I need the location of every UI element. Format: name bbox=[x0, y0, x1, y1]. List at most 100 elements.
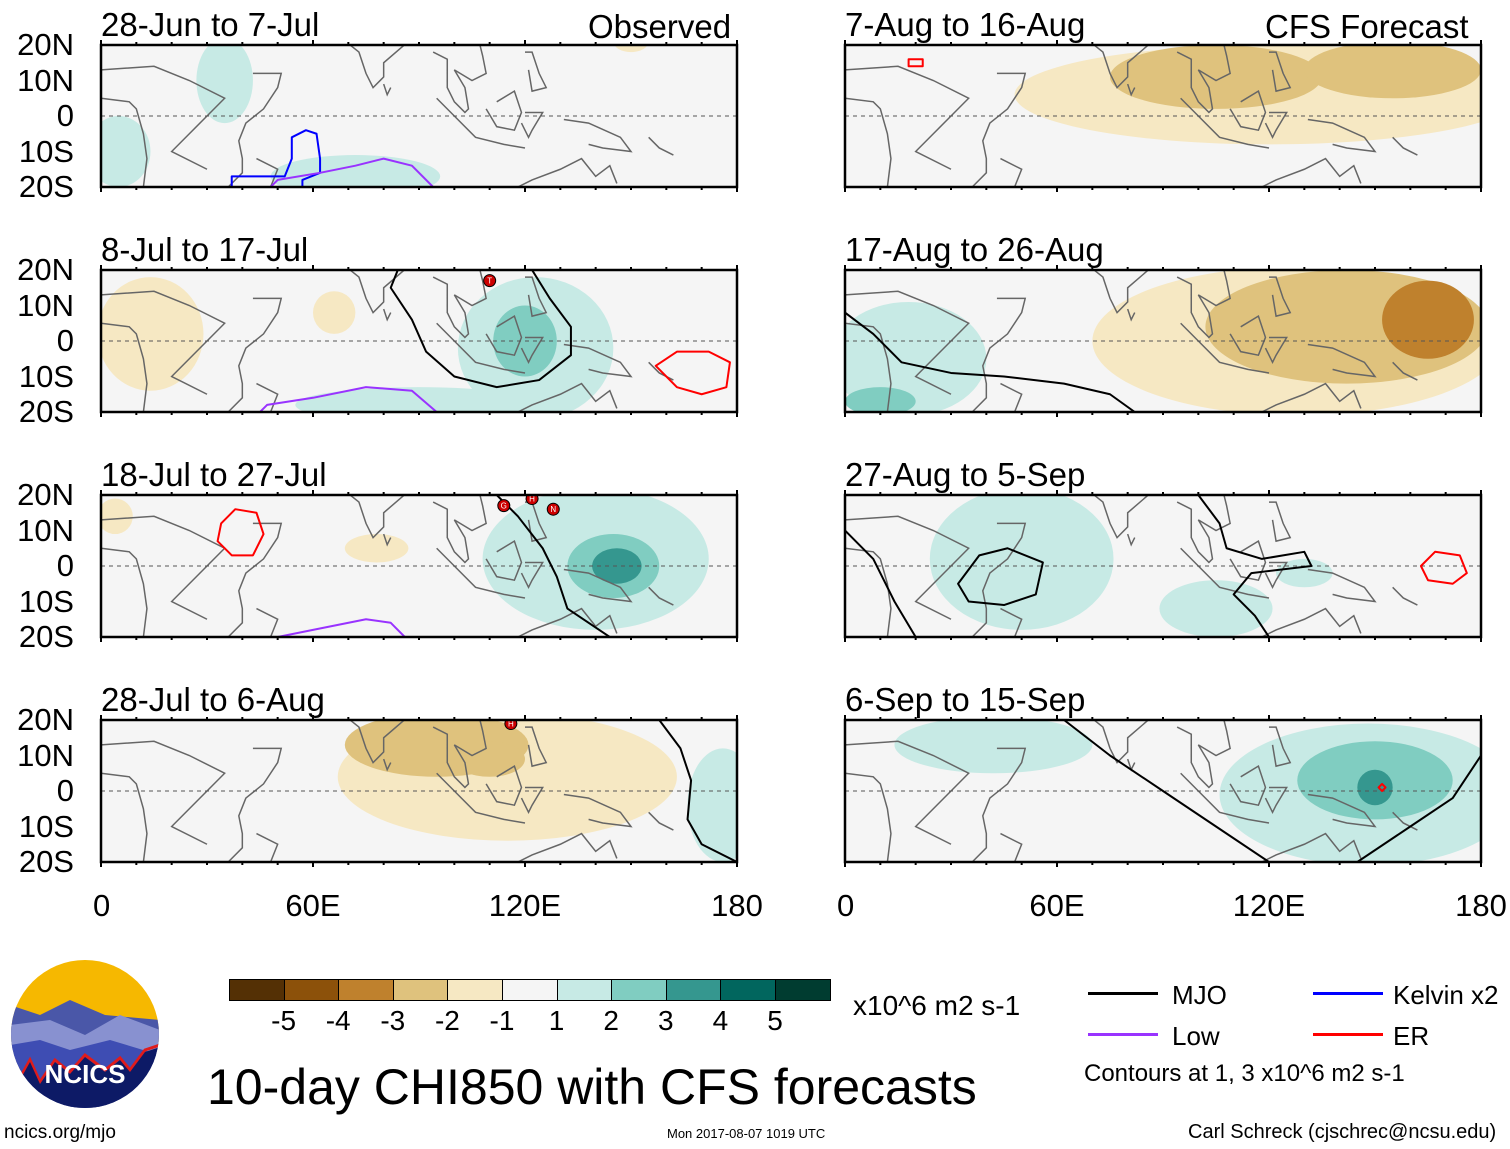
coastline bbox=[1392, 136, 1418, 156]
coastline bbox=[382, 83, 392, 97]
coastline bbox=[485, 90, 523, 132]
coastline bbox=[525, 726, 548, 768]
y-tick-label: 10S bbox=[18, 358, 74, 394]
mjo-contour bbox=[658, 720, 737, 862]
y-tick-label: 20N bbox=[17, 27, 74, 62]
coastline bbox=[436, 547, 526, 599]
legend-low-label: Low bbox=[1172, 1021, 1220, 1051]
coastline bbox=[516, 157, 618, 187]
coastline bbox=[485, 540, 523, 582]
low-contour bbox=[269, 157, 434, 187]
coastline bbox=[1392, 361, 1418, 381]
mjo-contour bbox=[389, 270, 572, 389]
y-tick-label: 10S bbox=[18, 583, 74, 619]
coastline bbox=[436, 772, 526, 824]
coastline bbox=[227, 747, 283, 862]
y-tick-label: 20S bbox=[18, 619, 74, 654]
coastline bbox=[520, 336, 544, 364]
coastline bbox=[382, 758, 392, 772]
anomaly-region bbox=[196, 45, 253, 124]
coastline bbox=[1126, 308, 1136, 322]
coastline bbox=[101, 515, 226, 620]
colorbar-swatch bbox=[720, 979, 776, 1001]
panel-title: 6-Sep to 15-Sep bbox=[845, 681, 1086, 718]
coastline bbox=[1229, 315, 1267, 357]
coastline bbox=[348, 495, 406, 539]
map-panel bbox=[843, 265, 1483, 417]
coastline bbox=[1269, 726, 1292, 768]
mjo-contour bbox=[1356, 754, 1481, 862]
coastline bbox=[845, 65, 970, 170]
coastline bbox=[520, 786, 544, 814]
coastline bbox=[101, 65, 226, 170]
anomaly-region bbox=[929, 495, 1114, 630]
coastline bbox=[227, 297, 283, 412]
anomaly-region bbox=[894, 720, 1093, 774]
y-tick-label: 20S bbox=[18, 394, 74, 429]
coastline bbox=[971, 297, 1027, 412]
coastline bbox=[256, 607, 279, 637]
coastline bbox=[1269, 276, 1292, 318]
map-panel bbox=[843, 40, 1483, 192]
coastline bbox=[1264, 336, 1288, 364]
storm-label: N bbox=[550, 505, 556, 514]
coastline bbox=[1000, 607, 1023, 637]
tropical-cyclone-marker bbox=[525, 495, 539, 506]
legend-kelvin-label: Kelvin x2 bbox=[1393, 980, 1499, 1010]
coastline bbox=[1264, 111, 1288, 139]
coastline bbox=[1392, 586, 1418, 606]
legend-mjo-label: MJO bbox=[1172, 980, 1227, 1010]
map-panel: T bbox=[99, 265, 739, 417]
coastline bbox=[525, 276, 548, 318]
x-tick-label: 0 bbox=[93, 888, 111, 923]
panel-title: 18-Jul to 27-Jul bbox=[101, 456, 327, 493]
coastline bbox=[432, 270, 487, 339]
colorbar-swatch bbox=[229, 979, 285, 1001]
coastline bbox=[520, 111, 544, 139]
map-panel bbox=[99, 40, 739, 192]
coastline bbox=[1092, 45, 1150, 89]
figure-title: 10-day CHI850 with CFS forecasts bbox=[207, 1059, 977, 1115]
x-tick-label: 180 bbox=[711, 888, 763, 923]
map-panel: G H N bbox=[99, 490, 739, 642]
colorbar-swatch bbox=[611, 979, 667, 1001]
er-contour bbox=[907, 58, 924, 68]
storm-label: H bbox=[508, 720, 514, 729]
coastline bbox=[845, 547, 892, 637]
coastline bbox=[1000, 382, 1023, 412]
coastline bbox=[1000, 832, 1023, 862]
coastline bbox=[563, 118, 633, 153]
mjo-contour bbox=[1197, 495, 1313, 637]
tropical-cyclone-marker bbox=[497, 499, 511, 513]
coastline bbox=[485, 765, 523, 807]
ncics-logo: NCICS bbox=[11, 960, 159, 1108]
anomaly-region bbox=[313, 291, 356, 334]
colorbar-label: 5 bbox=[767, 1005, 783, 1036]
legend-er-line bbox=[1313, 1033, 1383, 1036]
y-tick-label: 0 bbox=[56, 548, 74, 583]
coastline bbox=[348, 270, 406, 314]
y-tick-label: 20N bbox=[17, 702, 74, 737]
y-tick-label: 10N bbox=[17, 62, 74, 98]
coastline bbox=[1176, 45, 1231, 114]
er-contour bbox=[1419, 550, 1468, 585]
coastline bbox=[1269, 51, 1292, 93]
coastline bbox=[516, 382, 618, 412]
panel-title: 28-Jun to 7-Jul bbox=[101, 6, 320, 43]
colorbar-label: -4 bbox=[325, 1005, 351, 1036]
coastline bbox=[432, 45, 487, 114]
source-url[interactable]: ncics.org/mjo bbox=[4, 1122, 116, 1143]
er-contour bbox=[1377, 782, 1387, 792]
anomaly-region bbox=[687, 748, 737, 862]
coastline bbox=[520, 561, 544, 589]
y-tick-label: 10N bbox=[17, 737, 74, 773]
coastline bbox=[382, 533, 392, 547]
author: Carl Schreck (cjschrec@ncsu.edu) bbox=[1188, 1121, 1497, 1143]
y-tick-label: 10S bbox=[18, 133, 74, 169]
colorbar-swatch bbox=[283, 979, 340, 1001]
coastline bbox=[256, 382, 279, 412]
y-tick-label: 10S bbox=[18, 808, 74, 844]
coastline bbox=[348, 45, 406, 89]
panel-title: 27-Aug to 5-Sep bbox=[845, 456, 1086, 493]
coastline bbox=[516, 832, 618, 862]
